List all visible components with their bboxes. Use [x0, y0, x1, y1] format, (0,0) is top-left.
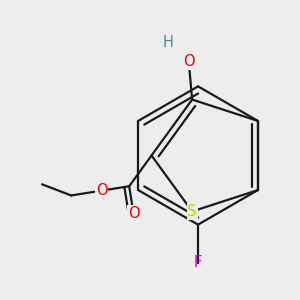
Text: O: O	[96, 183, 108, 198]
Text: S: S	[188, 204, 197, 219]
Text: O: O	[128, 206, 139, 221]
Text: O: O	[183, 54, 194, 69]
Text: F: F	[194, 255, 202, 270]
Text: H: H	[163, 35, 173, 50]
